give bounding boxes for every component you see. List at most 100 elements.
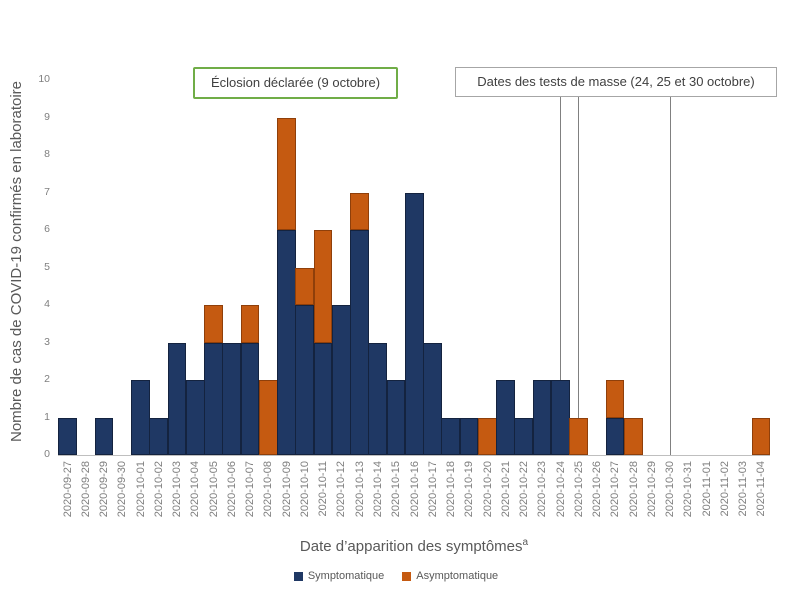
x-axis-tick-label: 2020-10-19 — [463, 461, 476, 518]
x-axis-tick-label: 2020-10-09 — [280, 461, 293, 518]
x-axis-tick-label: 2020-10-06 — [225, 461, 238, 518]
x-axis-tick-label: 2020-10-02 — [152, 461, 165, 518]
bar-symptomatique — [313, 342, 333, 455]
bar-symptomatique — [423, 342, 442, 455]
bar-asymptomatique — [569, 417, 588, 455]
bar-symptomatique — [496, 380, 515, 455]
x-axis-tick-label: 2020-10-25 — [572, 461, 585, 518]
bar-symptomatique — [514, 417, 534, 455]
x-axis-tick-label: 2020-09-29 — [98, 461, 111, 518]
y-axis-tick-label: 8 — [44, 148, 50, 160]
bar-symptomatique — [441, 417, 461, 455]
x-axis-tick-label: 2020-09-28 — [79, 461, 92, 518]
x-axis-tick-label: 2020-10-11 — [317, 461, 330, 517]
bar-symptomatique — [295, 305, 315, 455]
x-axis-tick-label: 2020-10-20 — [481, 461, 494, 518]
bar-symptomatique — [404, 192, 424, 455]
x-axis-tick-label: 2020-10-21 — [499, 461, 512, 518]
bar-asymptomatique — [258, 380, 278, 455]
bar-symptomatique — [167, 342, 187, 455]
bar-symptomatique — [222, 342, 242, 455]
x-axis-tick-label: 2020-10-10 — [298, 461, 311, 518]
bar-symptomatique — [240, 342, 260, 455]
bar-symptomatique — [131, 380, 150, 455]
x-axis-tick-label: 2020-11-01 — [700, 461, 713, 517]
mass-test-date-line — [669, 95, 671, 455]
legend-item-symptomatique: Symptomatique — [293, 570, 385, 582]
y-axis-tick-label: 3 — [44, 335, 50, 348]
x-axis-tick-label: 2020-10-27 — [609, 461, 622, 518]
x-axis-tick-label: 2020-10-08 — [262, 461, 275, 518]
x-axis-tick-label: 2020-10-14 — [371, 461, 384, 518]
y-axis-tick-label: 10 — [38, 73, 50, 85]
x-axis-tick-label: 2020-10-01 — [134, 461, 147, 518]
x-axis-tick-label: 2020-10-17 — [426, 461, 439, 518]
bar-symptomatique — [459, 417, 479, 455]
bar-asymptomatique — [295, 267, 315, 305]
bar-asymptomatique — [751, 417, 771, 455]
x-axis-title-superscript: a — [522, 537, 529, 548]
x-axis-tick-label: 2020-10-07 — [244, 461, 257, 518]
x-axis-tick-label: 2020-10-31 — [682, 461, 695, 518]
x-axis-tick-label: 2020-10-12 — [335, 461, 348, 518]
bar-asymptomatique — [623, 417, 643, 455]
y-axis-tick-label: 1 — [44, 410, 50, 423]
mass-test-date-line — [560, 95, 562, 455]
annotation-outbreak-declared: Éclosion déclarée (9 octobre) — [193, 67, 398, 99]
x-axis-tick-label: 2020-10-22 — [518, 461, 531, 518]
legend: Symptomatique Asymptomatique — [0, 570, 792, 582]
annotation-mass-testing-dates: Dates des tests de masse (24, 25 et 30 o… — [455, 67, 777, 97]
bar-symptomatique — [277, 230, 296, 455]
x-axis-tick-label: 2020-10-05 — [207, 461, 220, 518]
x-axis-tick-label: 2020-10-29 — [645, 461, 658, 518]
x-axis-tick-label: 2020-10-04 — [189, 461, 202, 518]
x-axis-tick-label: 2020-10-28 — [627, 461, 640, 518]
bar-symptomatique — [185, 380, 205, 455]
bar-asymptomatique — [240, 305, 260, 343]
x-axis-title-text: Date d’apparition des symptômes — [299, 538, 523, 555]
bar-asymptomatique — [277, 117, 296, 230]
x-axis-tick-label: 2020-10-24 — [554, 461, 567, 518]
y-axis-tick-label: 6 — [44, 223, 50, 235]
x-axis-tick-label: 2020-11-02 — [718, 461, 731, 517]
x-axis-tick-label: 2020-09-30 — [116, 461, 129, 518]
mass-test-date-line — [578, 95, 580, 455]
y-axis-tick-label: 4 — [44, 298, 50, 310]
y-axis-tick-label: 0 — [44, 448, 50, 460]
legend-label: Symptomatique — [307, 570, 385, 582]
bar-asymptomatique — [605, 380, 625, 418]
bar-symptomatique — [350, 230, 369, 455]
x-axis-tick-label: 2020-10-13 — [353, 461, 366, 518]
legend-label: Asymptomatique — [416, 570, 499, 582]
bar-symptomatique — [605, 417, 625, 455]
x-axis-tick-label: 2020-11-03 — [737, 461, 750, 517]
y-axis-tick-label: 7 — [44, 185, 50, 198]
x-axis-tick-label: 2020-10-15 — [390, 461, 403, 518]
bar-symptomatique — [532, 380, 552, 455]
bar-symptomatique — [149, 417, 169, 455]
bar-symptomatique — [386, 380, 406, 455]
legend-swatch-symptomatique — [293, 571, 303, 581]
legend-swatch-asymptomatique — [402, 571, 412, 581]
bar-symptomatique — [368, 342, 388, 455]
legend-item-asymptomatique: Asymptomatique — [402, 570, 498, 582]
x-axis-tick-label: 2020-10-26 — [591, 461, 604, 518]
y-axis-tick-label: 2 — [44, 373, 50, 385]
x-axis-tick-label: 2020-11-04 — [755, 461, 768, 517]
x-axis-tick-label: 2020-10-18 — [445, 461, 457, 518]
x-axis-tick-label: 2020-10-16 — [408, 461, 421, 518]
x-axis-line — [58, 455, 770, 456]
x-axis-tick-label: 2020-10-30 — [664, 461, 677, 518]
bar-symptomatique — [550, 380, 570, 455]
bar-asymptomatique — [350, 192, 369, 230]
bar-symptomatique — [204, 342, 223, 455]
x-axis-title: Date d’apparition des symptômesa — [58, 537, 770, 555]
bar-symptomatique — [331, 305, 351, 455]
bar-asymptomatique — [313, 230, 333, 343]
y-axis-tick-label: 9 — [44, 110, 50, 123]
x-axis-tick-label: 2020-09-27 — [61, 461, 74, 518]
x-axis-tick-label: 2020-10-03 — [171, 461, 184, 518]
y-axis-tick-label: 5 — [44, 260, 50, 273]
bar-asymptomatique — [477, 417, 497, 455]
